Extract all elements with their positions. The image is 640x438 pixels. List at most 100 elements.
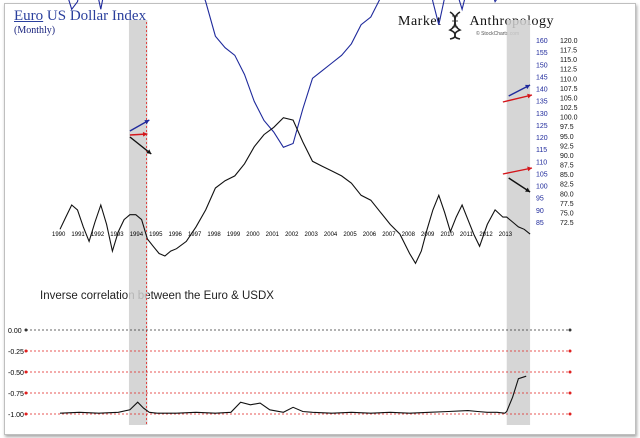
- gridline-endpoint-right: [568, 412, 572, 416]
- usdx-axis-tick-label: 155: [536, 50, 548, 57]
- correlation-tick-label: -0.25: [8, 349, 24, 356]
- usdx-axis-tick-label: 115: [536, 147, 547, 154]
- dna-helix-icon: [448, 11, 462, 40]
- x-tick-label: 1992: [91, 232, 105, 238]
- usdx-axis-tick-label: 120: [536, 135, 548, 142]
- euro-axis-tick-label: 107.5: [560, 86, 578, 93]
- usdx-axis-tick-label: 110: [536, 159, 547, 166]
- euro-arrow-1994-head: [146, 149, 152, 154]
- usdx-axis-tick-label: 100: [536, 184, 548, 191]
- x-tick-label: 2011: [460, 232, 474, 238]
- x-tick-label: 2000: [246, 232, 260, 238]
- correlation-tick-label: -0.75: [8, 391, 24, 398]
- usdx-axis-tick-label: 150: [536, 62, 548, 69]
- usdx-axis-tick-label: 125: [536, 123, 548, 130]
- usdx-axis-tick-label: 140: [536, 87, 548, 94]
- gridline-endpoint-left: [24, 391, 28, 395]
- red-arrow-1994-head: [142, 131, 148, 137]
- x-tick-label: 1996: [169, 232, 183, 238]
- usdx-axis-tick-label: 130: [536, 111, 548, 118]
- euro-arrow-1994: [129, 136, 152, 155]
- x-tick-label: 2009: [421, 232, 435, 238]
- euro-axis-tick-label: 120.0: [560, 38, 578, 45]
- euro-series-line: [59, 117, 531, 265]
- highlight-band: [128, 20, 148, 425]
- gridline-endpoint-left: [24, 370, 28, 374]
- usdx-axis-tick-label: 145: [536, 74, 548, 81]
- credit-text: © StockCharts.com: [476, 31, 520, 37]
- usdx-axis-tick-label: 135: [536, 99, 548, 106]
- chart-title: Euro US Dollar Index: [14, 8, 147, 24]
- euro-axis-tick-label: 95.0: [560, 134, 574, 141]
- correlation-series-line: [59, 375, 527, 414]
- red-arrow-2013-upper: [502, 93, 533, 103]
- chart-frame: [4, 3, 636, 435]
- highlight-band: [506, 20, 531, 425]
- euro-axis-tick-label: 90.0: [560, 153, 574, 160]
- x-tick-label: 1997: [188, 232, 202, 238]
- euro-axis-tick-label: 77.5: [560, 201, 574, 208]
- euro-axis-tick-label: 72.5: [560, 220, 574, 227]
- usdx-arrow-2013: [508, 84, 531, 97]
- red-arrow-2013-lower: [502, 166, 533, 175]
- correlation-tick-label: -1.00: [8, 412, 24, 419]
- euro-axis-tick-label: 75.0: [560, 210, 574, 217]
- red-arrow-2013-lower-head: [527, 166, 532, 172]
- usdx-axis-tick-label: 160: [536, 38, 548, 45]
- usdx-axis-tick-label: 105: [536, 171, 548, 178]
- gridline-endpoint-left: [24, 349, 28, 353]
- euro-axis-tick-label: 117.5: [560, 48, 577, 55]
- x-tick-label: 1990: [52, 232, 66, 238]
- euro-axis-tick-label: 97.5: [560, 124, 574, 131]
- red-arrow-1994: [129, 131, 148, 137]
- euro-axis-tick-label: 105.0: [560, 95, 578, 102]
- x-tick-label: 2005: [343, 232, 357, 238]
- red-arrow-2013-upper-shaft: [502, 94, 533, 103]
- euro-axis-tick-label: 102.5: [560, 105, 578, 112]
- gridline-endpoint-right: [568, 391, 572, 395]
- x-tick-label: 2004: [324, 232, 338, 238]
- x-tick-label: 1991: [71, 232, 85, 238]
- gridline-endpoint-left: [24, 412, 28, 416]
- euro-axis-tick-label: 110.0: [560, 76, 577, 83]
- euro-arrow-2013-head: [525, 187, 531, 192]
- red-arrow-2013-lower-shaft: [502, 167, 533, 175]
- x-tick-label: 2013: [499, 232, 513, 238]
- x-tick-label: 2012: [479, 232, 493, 238]
- x-tick-label: 1995: [149, 232, 163, 238]
- x-tick-label: 2008: [402, 232, 416, 238]
- euro-axis-tick-label: 82.5: [560, 182, 574, 189]
- usdx-arrow-1994: [129, 119, 150, 132]
- red-arrow-2013-upper-head: [527, 93, 532, 99]
- x-tick-label: 1998: [207, 232, 221, 238]
- usdx-axis-tick-label: 85: [536, 220, 544, 227]
- gridline-endpoint-left: [24, 328, 28, 332]
- x-tick-label: 2007: [382, 232, 396, 238]
- usdx-arrow-2013-head: [525, 84, 531, 90]
- euro-axis-tick-label: 85.0: [560, 172, 574, 179]
- gridline-endpoint-right: [568, 370, 572, 374]
- x-tick-label: 2003: [305, 232, 319, 238]
- x-tick-label: 2002: [285, 232, 299, 238]
- gridline-endpoint-right: [568, 349, 572, 353]
- euro-axis-tick-label: 112.5: [560, 67, 577, 74]
- euro-axis-tick-label: 92.5: [560, 143, 574, 150]
- euro-axis-tick-label: 87.5: [560, 163, 574, 170]
- euro-arrow-1994-shaft: [129, 136, 152, 155]
- usdx-axis-tick-label: 90: [536, 208, 544, 215]
- euro-axis-tick-label: 80.0: [560, 191, 574, 198]
- correlation-tick-label: -0.50: [8, 370, 24, 377]
- x-tick-label: 1999: [227, 232, 241, 238]
- gridline-endpoint-right: [568, 328, 572, 332]
- euro-arrow-2013: [508, 177, 531, 193]
- x-tick-label: 2010: [440, 232, 454, 238]
- usdx-arrow-1994-head: [144, 120, 150, 125]
- usdx-series-line: [68, 0, 497, 148]
- x-tick-label: 2006: [363, 232, 377, 238]
- x-tick-label: 1994: [130, 232, 144, 238]
- x-tick-label: 2001: [266, 232, 280, 238]
- correlation-tick-label: 0.00: [8, 328, 22, 335]
- usdx-axis-tick-label: 95: [536, 196, 544, 203]
- euro-axis-tick-label: 115.0: [560, 57, 577, 64]
